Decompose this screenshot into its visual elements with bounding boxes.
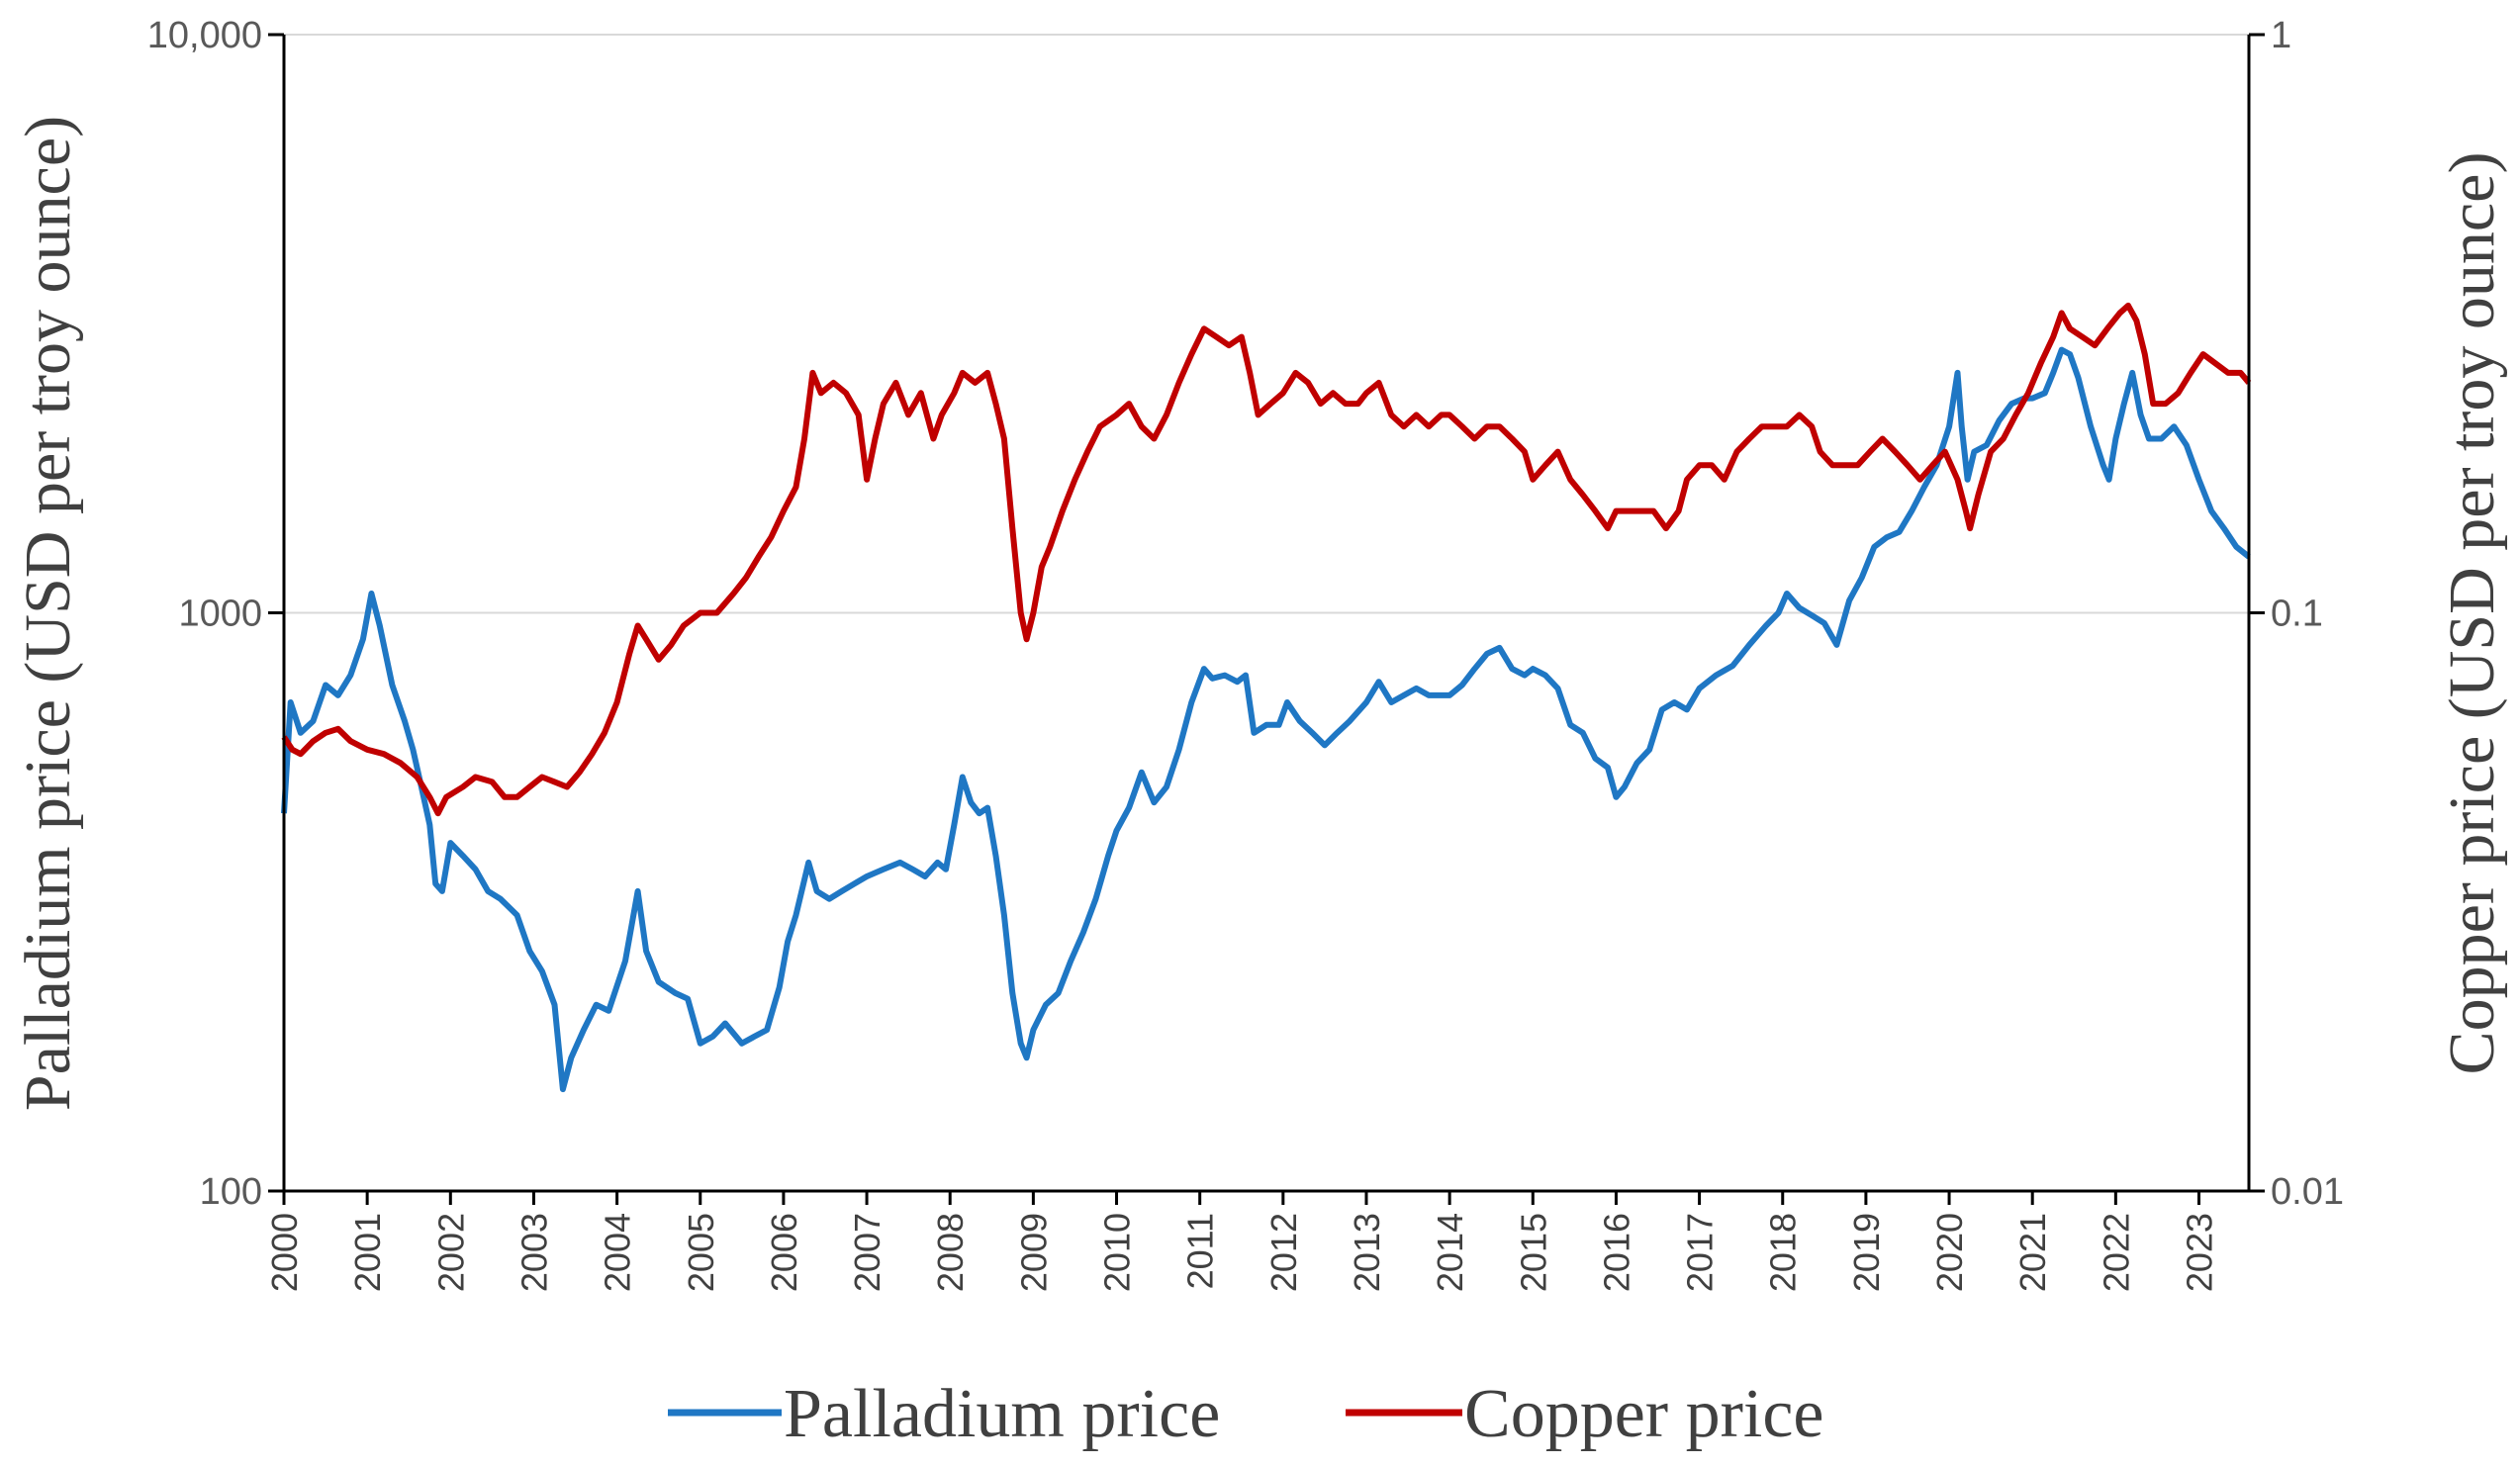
- x-tick-label-2004: 2004: [598, 1213, 638, 1292]
- y-left-tick-label-1: 1000: [178, 594, 262, 635]
- x-tick-label-2001: 2001: [347, 1213, 388, 1292]
- x-tick-label-2012: 2012: [1263, 1213, 1304, 1292]
- y-axis-right-title: Copper price (USD per troy ounce): [2436, 152, 2508, 1075]
- x-tick-label-2014: 2014: [1430, 1213, 1470, 1292]
- x-tick-label-2006: 2006: [764, 1213, 804, 1292]
- y-right-tick-label-1: 0.1: [2271, 594, 2323, 635]
- x-tick-label-2007: 2007: [847, 1213, 887, 1292]
- x-tick-label-2015: 2015: [1513, 1213, 1553, 1292]
- x-tick-label-2002: 2002: [430, 1213, 471, 1292]
- y-axis-left-title: Palladium price (USD per troy ounce): [12, 116, 84, 1111]
- x-tick-label-2017: 2017: [1680, 1213, 1721, 1292]
- x-tick-label-2011: 2011: [1180, 1213, 1221, 1289]
- x-tick-label-2019: 2019: [1846, 1213, 1887, 1292]
- x-tick-label-2010: 2010: [1097, 1213, 1138, 1292]
- y-right-tick-label-0: 0.01: [2271, 1171, 2344, 1213]
- legend-label-palladium: Palladium price: [784, 1376, 1220, 1452]
- x-tick-label-2003: 2003: [514, 1213, 555, 1292]
- x-tick-label-2020: 2020: [1929, 1213, 1970, 1292]
- y-left-tick-label-2: 10,000: [147, 15, 262, 56]
- x-tick-label-2022: 2022: [2096, 1213, 2136, 1292]
- legend-label-copper: Copper price: [1464, 1376, 1823, 1452]
- gridlines: [284, 34, 2249, 1192]
- y-left-tick-label-0: 100: [200, 1171, 262, 1213]
- x-tick-label-2008: 2008: [930, 1213, 971, 1292]
- x-tick-label-2018: 2018: [1763, 1213, 1804, 1292]
- x-tick-label-2021: 2021: [2012, 1213, 2053, 1292]
- x-tick-label-2023: 2023: [2180, 1213, 2220, 1292]
- series-line-copper-price: [281, 302, 2252, 817]
- labels-layer: 100 1000 10,000 0.01 0.1 1 2000 2001 2002 2003 200…: [147, 15, 2344, 1292]
- x-tick-label-2000: 2000: [264, 1213, 305, 1292]
- series-line-palladium-price: [281, 346, 2251, 1093]
- axes-layer: [268, 33, 2265, 1205]
- x-tick-label-2009: 2009: [1013, 1213, 1054, 1292]
- series-layer: [281, 302, 2252, 1093]
- y-right-tick-label-2: 1: [2271, 15, 2291, 56]
- x-tick-label-2013: 2013: [1347, 1213, 1387, 1292]
- legend: Palladium price Copper price: [668, 1376, 1823, 1452]
- x-tick-label-2005: 2005: [681, 1213, 721, 1292]
- x-tick-label-2016: 2016: [1596, 1213, 1636, 1292]
